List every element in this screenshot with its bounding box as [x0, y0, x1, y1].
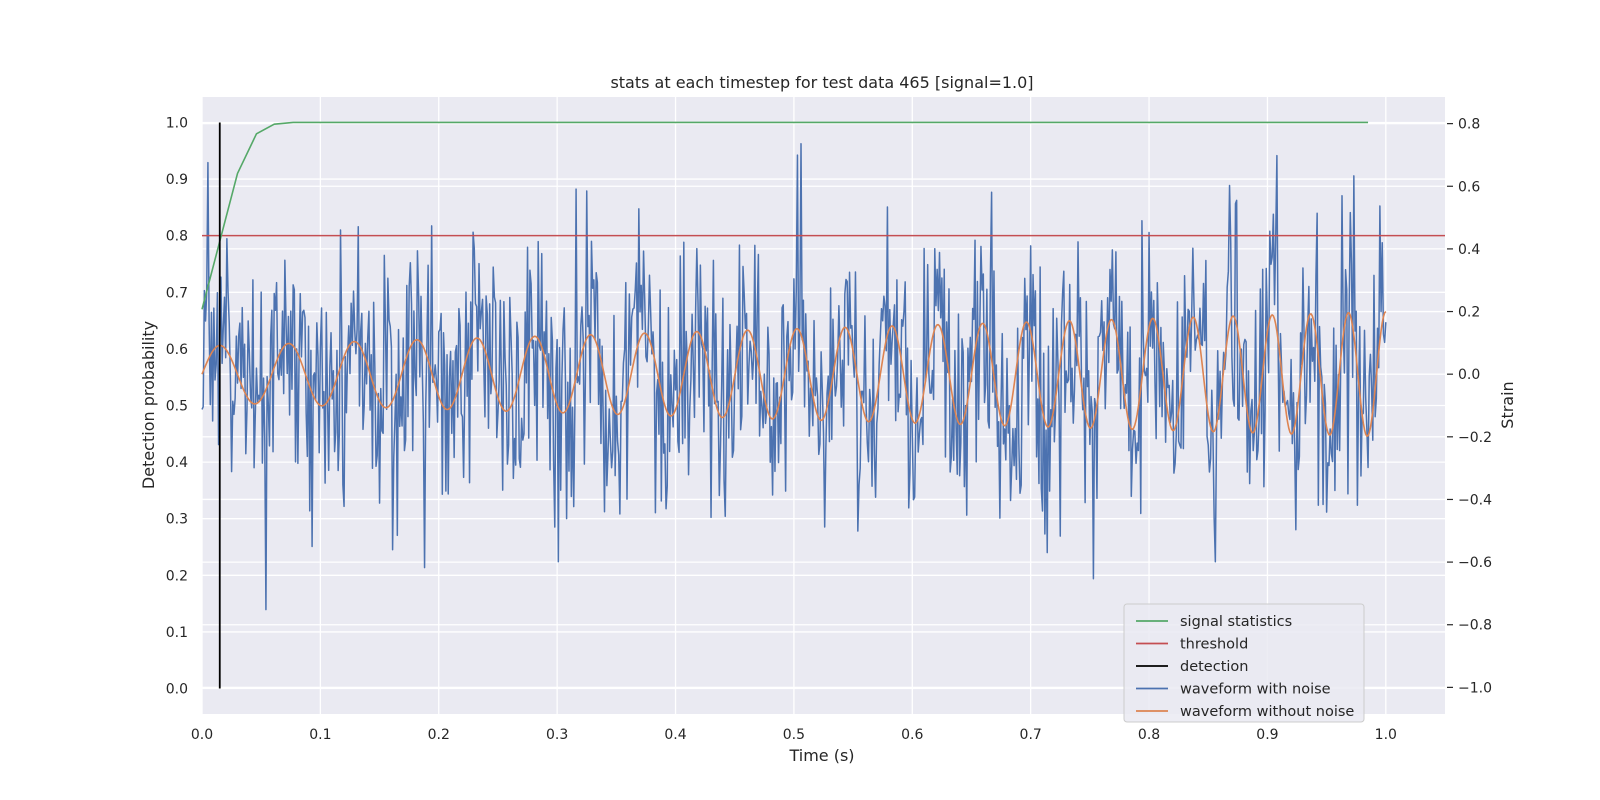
x-tick-label: 0.9 [1256, 727, 1278, 743]
legend-label: detection [1180, 659, 1248, 675]
y-tick-label: 0.5 [166, 399, 188, 415]
legend-label: waveform without noise [1180, 704, 1354, 720]
y2-tick-label: −0.6 [1458, 555, 1492, 571]
signal-statistics-line [201, 121, 1369, 310]
y2-tick-label: 0.2 [1458, 305, 1480, 321]
y2-tick-label: −0.8 [1458, 618, 1492, 634]
chart-title: stats at each timestep for test data 465… [610, 73, 1033, 92]
legend-label: waveform with noise [1180, 682, 1331, 698]
y-tick-label: 0.9 [166, 172, 188, 188]
y-tick-label: 0.0 [166, 682, 188, 698]
x-axis-label: Time (s) [788, 746, 854, 765]
y-tick-label: 0.3 [166, 512, 188, 528]
x-axis: 0.0 0.1 0.2 0.3 0.4 0.5 0.6 0.7 0.8 0.9 1.0 [191, 727, 1397, 743]
y-axis-label: Detection probability [139, 321, 158, 489]
y2-tick-label: 0.0 [1458, 367, 1480, 383]
x-tick-label: 0.8 [1138, 727, 1160, 743]
x-tick-label: 0.1 [309, 727, 331, 743]
y-tick-label: 0.2 [166, 568, 188, 584]
x-tick-label: 0.5 [783, 727, 805, 743]
y-tick-label: 0.8 [166, 229, 188, 245]
waveform-without-noise-line [201, 311, 1387, 437]
x-tick-label: 0.3 [546, 727, 568, 743]
y-tick-label: 0.1 [166, 625, 188, 641]
y2-tick-label: −0.4 [1458, 492, 1492, 508]
x-tick-label: 0.7 [1020, 727, 1042, 743]
plot-layer [201, 121, 1445, 689]
x-tick-label: 0.4 [664, 727, 686, 743]
y2-tick-label: 0.8 [1458, 117, 1480, 133]
legend-box [1123, 603, 1365, 723]
y2-tick-label: 0.6 [1458, 179, 1480, 195]
right-axis: −1.0 −0.8 −0.6 −0.4 −0.2 0.0 0.2 0.4 0.6 0.8 [1447, 117, 1492, 696]
y-tick-label: 0.6 [166, 342, 188, 358]
y2-tick-label: −0.2 [1458, 430, 1492, 446]
x-tick-label: 1.0 [1375, 727, 1397, 743]
y2-tick-label: −1.0 [1458, 680, 1492, 696]
y-tick-label: 1.0 [166, 115, 188, 131]
waveform-with-noise-line [201, 143, 1387, 611]
legend: signal statistics threshold detection wavef… [1123, 603, 1365, 723]
y-tick-label: 0.4 [166, 455, 188, 471]
x-tick-label: 0.0 [191, 727, 213, 743]
legend-label: signal statistics [1180, 614, 1292, 630]
x-tick-label: 0.6 [901, 727, 923, 743]
y-tick-label: 0.7 [166, 285, 188, 301]
y2-tick-label: 0.4 [1458, 242, 1480, 258]
legend-label: threshold [1180, 637, 1248, 653]
x-tick-label: 0.2 [428, 727, 450, 743]
left-axis: 0.0 0.1 0.2 0.3 0.4 0.5 0.6 0.7 0.8 0.9 1.0 [166, 115, 188, 697]
y2-axis-label: Strain [1498, 381, 1517, 428]
